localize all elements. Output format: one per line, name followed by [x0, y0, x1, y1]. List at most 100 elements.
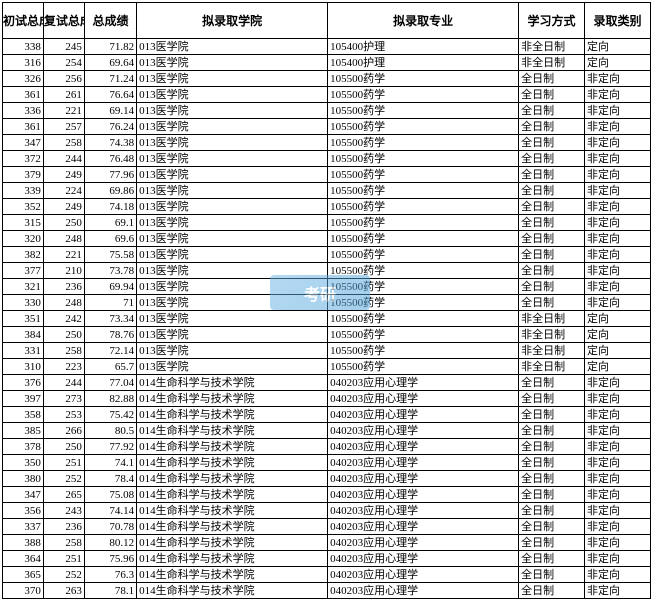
table-cell: 非定向 — [585, 551, 651, 567]
table-cell: 243 — [43, 503, 84, 519]
table-cell: 326 — [3, 71, 44, 87]
table-cell: 244 — [43, 151, 84, 167]
table-cell: 013医学院 — [137, 71, 328, 87]
table-cell: 105500药学 — [328, 263, 519, 279]
table-row: 37924977.96013医学院105500药学全日制非定向 — [3, 167, 651, 183]
table-cell: 223 — [43, 359, 84, 375]
table-cell: 定向 — [585, 359, 651, 375]
table-cell: 210 — [43, 263, 84, 279]
table-cell: 358 — [3, 407, 44, 423]
table-cell: 非定向 — [585, 119, 651, 135]
table-row: 32024869.6013医学院105500药学全日制非定向 — [3, 231, 651, 247]
table-cell: 105500药学 — [328, 183, 519, 199]
table-cell: 全日制 — [519, 183, 585, 199]
table-row: 37624477.04014生命科学与技术学院040203应用心理学全日制非定向 — [3, 375, 651, 391]
table-cell: 非定向 — [585, 407, 651, 423]
table-cell: 338 — [3, 39, 44, 55]
table-cell: 65.7 — [84, 359, 136, 375]
table-cell: 257 — [43, 119, 84, 135]
table-row: 38425078.76013医学院105500药学非全日制定向 — [3, 327, 651, 343]
table-cell: 382 — [3, 247, 44, 263]
table-cell: 320 — [3, 231, 44, 247]
table-cell: 非全日制 — [519, 39, 585, 55]
table-cell: 全日制 — [519, 471, 585, 487]
table-cell: 76.3 — [84, 567, 136, 583]
table-cell: 非定向 — [585, 423, 651, 439]
table-cell: 非定向 — [585, 199, 651, 215]
table-cell: 105500药学 — [328, 87, 519, 103]
table-cell: 非定向 — [585, 391, 651, 407]
table-cell: 全日制 — [519, 503, 585, 519]
table-cell: 78.4 — [84, 471, 136, 487]
table-row: 32123669.94013医学院105500药学全日制非定向 — [3, 279, 651, 295]
table-cell: 315 — [3, 215, 44, 231]
table-row: 35624374.14014生命科学与技术学院040203应用心理学全日制非定向 — [3, 503, 651, 519]
table-cell: 74.1 — [84, 455, 136, 471]
table-cell: 258 — [43, 343, 84, 359]
table-row: 31525069.1013医学院105500药学全日制非定向 — [3, 215, 651, 231]
table-cell: 273 — [43, 391, 84, 407]
table-cell: 全日制 — [519, 519, 585, 535]
table-row: 35825375.42014生命科学与技术学院040203应用心理学全日制非定向 — [3, 407, 651, 423]
table-row: 33125872.14013医学院105500药学非全日制定向 — [3, 343, 651, 359]
table-cell: 78.76 — [84, 327, 136, 343]
table-cell: 全日制 — [519, 87, 585, 103]
table-cell: 73.78 — [84, 263, 136, 279]
table-cell: 全日制 — [519, 375, 585, 391]
table-cell: 040203应用心理学 — [328, 519, 519, 535]
table-cell: 014生命科学与技术学院 — [137, 551, 328, 567]
table-cell: 82.88 — [84, 391, 136, 407]
table-cell: 339 — [3, 183, 44, 199]
table-cell: 013医学院 — [137, 183, 328, 199]
table-cell: 非定向 — [585, 535, 651, 551]
table-cell: 013医学院 — [137, 135, 328, 151]
table-cell: 105500药学 — [328, 343, 519, 359]
table-cell: 250 — [43, 215, 84, 231]
table-cell: 74.38 — [84, 135, 136, 151]
table-cell: 258 — [43, 135, 84, 151]
table-cell: 248 — [43, 231, 84, 247]
table-row: 38526680.5014生命科学与技术学院040203应用心理学全日制非定向 — [3, 423, 651, 439]
table-cell: 75.42 — [84, 407, 136, 423]
table-cell: 105500药学 — [328, 311, 519, 327]
table-cell: 76.24 — [84, 119, 136, 135]
table-cell: 221 — [43, 103, 84, 119]
table-cell: 定向 — [585, 55, 651, 71]
table-cell: 全日制 — [519, 551, 585, 567]
table-cell: 71 — [84, 295, 136, 311]
col-header-study-mode: 学习方式 — [519, 3, 585, 39]
table-cell: 337 — [3, 519, 44, 535]
table-row: 37026378.1014生命科学与技术学院040203应用心理学全日制非定向 — [3, 583, 651, 599]
table-cell: 全日制 — [519, 71, 585, 87]
table-cell: 69.64 — [84, 55, 136, 71]
table-cell: 321 — [3, 279, 44, 295]
table-cell: 非定向 — [585, 487, 651, 503]
table-cell: 040203应用心理学 — [328, 423, 519, 439]
table-cell: 全日制 — [519, 407, 585, 423]
table-row: 37224476.48013医学院105500药学全日制非定向 — [3, 151, 651, 167]
table-cell: 71.82 — [84, 39, 136, 55]
table-cell: 105500药学 — [328, 295, 519, 311]
table-cell: 非定向 — [585, 503, 651, 519]
table-row: 38222175.58013医学院105500药学全日制非定向 — [3, 247, 651, 263]
table-cell: 77.96 — [84, 167, 136, 183]
col-header-major: 拟录取专业 — [328, 3, 519, 39]
table-cell: 定向 — [585, 39, 651, 55]
table-row: 34726575.08014生命科学与技术学院040203应用心理学全日制非定向 — [3, 487, 651, 503]
table-cell: 80.5 — [84, 423, 136, 439]
table-cell: 040203应用心理学 — [328, 439, 519, 455]
table-cell: 261 — [43, 87, 84, 103]
table-cell: 72.14 — [84, 343, 136, 359]
table-header-row: 初试总成绩 复试总成绩 总成绩 拟录取学院 拟录取专业 学习方式 录取类别 — [3, 3, 651, 39]
table-cell: 77.04 — [84, 375, 136, 391]
table-cell: 70.78 — [84, 519, 136, 535]
table-cell: 224 — [43, 183, 84, 199]
table-cell: 69.1 — [84, 215, 136, 231]
table-cell: 014生命科学与技术学院 — [137, 503, 328, 519]
table-cell: 251 — [43, 551, 84, 567]
table-cell: 236 — [43, 519, 84, 535]
table-cell: 非定向 — [585, 231, 651, 247]
table-row: 33824571.82013医学院105400护理非全日制定向 — [3, 39, 651, 55]
table-cell: 258 — [43, 535, 84, 551]
table-cell: 全日制 — [519, 247, 585, 263]
